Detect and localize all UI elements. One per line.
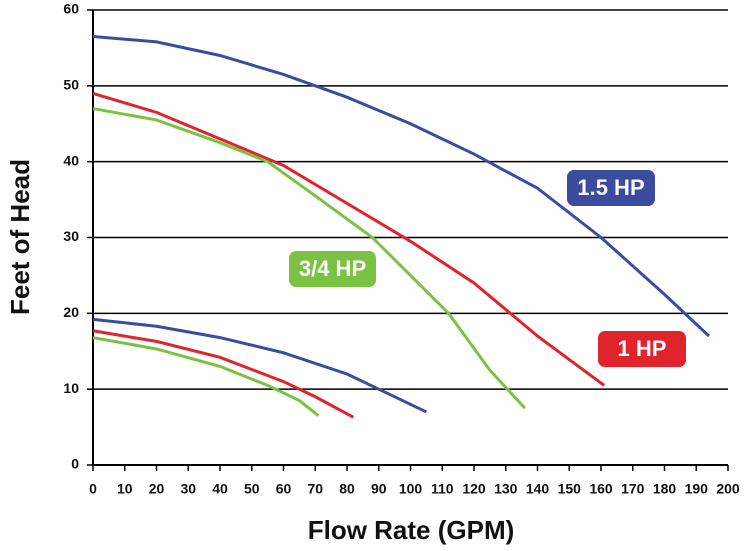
curve — [92, 336, 320, 417]
curve-label: 1 HP — [618, 336, 667, 361]
curve-label: 3/4 HP — [299, 256, 366, 281]
curve — [92, 35, 710, 338]
x-tick-label: 50 — [244, 481, 260, 497]
y-tick-label: 40 — [63, 152, 79, 168]
y-axis-title: Feet of Head — [5, 159, 35, 315]
x-tick-label: 30 — [180, 481, 196, 497]
x-tick-label: 0 — [89, 481, 97, 497]
y-tick-label: 50 — [63, 77, 79, 93]
x-tick-label: 90 — [371, 481, 387, 497]
x-tick-label: 20 — [149, 481, 165, 497]
x-tick-label: 40 — [212, 481, 228, 497]
y-tick-label: 10 — [63, 380, 79, 396]
x-tick-label: 180 — [653, 481, 677, 497]
x-tick-label: 110 — [431, 481, 454, 497]
x-tick-label: 150 — [558, 481, 582, 497]
label-box — [598, 331, 686, 367]
curve — [92, 317, 428, 414]
x-tick-label: 10 — [117, 481, 133, 497]
x-tick-label: 160 — [589, 481, 613, 497]
x-tick-label: 70 — [307, 481, 323, 497]
curve — [92, 329, 355, 419]
x-tick-label: 190 — [685, 481, 709, 497]
x-tick-label: 170 — [621, 481, 645, 497]
x-tick-label: 120 — [462, 481, 486, 497]
x-tick-label: 80 — [339, 481, 355, 497]
y-tick-label: 30 — [63, 228, 79, 244]
x-axis-title: Flow Rate (GPM) — [308, 515, 515, 545]
x-tick-label: 200 — [716, 481, 740, 497]
label-box — [567, 170, 655, 206]
y-tick-label: 0 — [71, 456, 79, 472]
y-tick-label: 20 — [63, 304, 79, 320]
y-tick-label: 60 — [63, 1, 79, 17]
x-tick-label: 60 — [276, 481, 292, 497]
x-tick-label: 140 — [526, 481, 550, 497]
curve-label: 1.5 HP — [577, 175, 644, 200]
curve — [92, 91, 606, 387]
curve — [92, 107, 526, 410]
label-box — [289, 251, 376, 287]
x-tick-label: 130 — [494, 481, 518, 497]
x-tick-label: 100 — [399, 481, 423, 497]
